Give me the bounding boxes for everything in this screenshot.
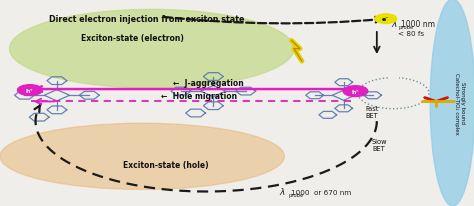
Text: e⁻: e⁻ xyxy=(382,17,390,22)
Text: Strongly bound
Catechol-TiO₂ complex: Strongly bound Catechol-TiO₂ complex xyxy=(455,72,465,134)
Text: ←  J-aggregation: ← J-aggregation xyxy=(173,79,244,88)
Text: < 80 fs: < 80 fs xyxy=(398,31,424,37)
Text: λ: λ xyxy=(391,20,396,29)
Circle shape xyxy=(375,15,397,24)
Text: 1000 nm: 1000 nm xyxy=(401,20,436,29)
Circle shape xyxy=(343,86,368,97)
Text: h⁺: h⁺ xyxy=(26,88,34,93)
Text: Direct electron injection from exciton state: Direct electron injection from exciton s… xyxy=(49,15,245,24)
Ellipse shape xyxy=(0,124,284,190)
Text: 1000  or 670 nm: 1000 or 670 nm xyxy=(291,189,351,194)
Ellipse shape xyxy=(430,0,474,206)
Text: ←  Hole migration: ← Hole migration xyxy=(161,91,237,100)
Text: λ: λ xyxy=(280,187,285,196)
Text: h⁺: h⁺ xyxy=(352,89,359,94)
Text: Slow
BET: Slow BET xyxy=(372,139,387,152)
Text: probe: probe xyxy=(398,25,413,30)
Text: Exciton-state (electron): Exciton-state (electron) xyxy=(81,34,184,43)
Text: Fast
BET: Fast BET xyxy=(365,106,379,119)
Text: probe: probe xyxy=(288,192,303,197)
Text: Exciton-state (hole): Exciton-state (hole) xyxy=(123,160,209,169)
Circle shape xyxy=(18,85,42,96)
Ellipse shape xyxy=(9,10,294,89)
